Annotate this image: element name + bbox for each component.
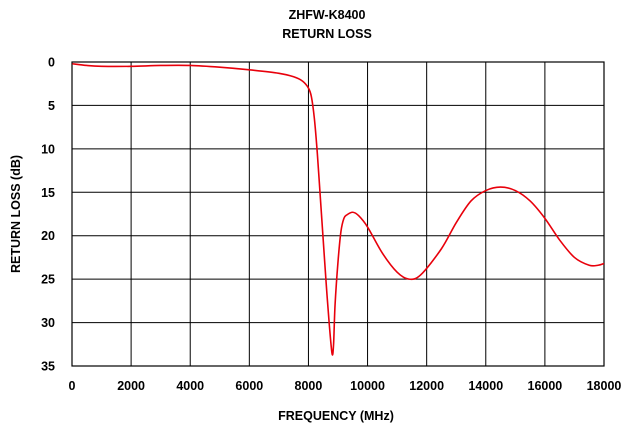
plot-area-frame bbox=[71, 61, 605, 367]
y-tick-label: 25 bbox=[41, 273, 55, 287]
x-tick-label: 0 bbox=[69, 379, 76, 393]
y-tick-label: 5 bbox=[48, 99, 55, 113]
x-tick-label: 4000 bbox=[176, 379, 204, 393]
chart-subtitle: RETURN LOSS bbox=[282, 27, 372, 41]
y-tick-label: 30 bbox=[41, 316, 55, 330]
grid-lines bbox=[71, 61, 605, 367]
y-tick-label: 15 bbox=[41, 186, 55, 200]
x-axis-ticks: 0 2000 4000 6000 8000 10000 12000 14000 16000 180… bbox=[69, 379, 622, 393]
return-loss-series-line bbox=[72, 62, 605, 356]
x-axis-label: FREQUENCY (MHz) bbox=[278, 409, 394, 423]
x-tick-label: 18000 bbox=[587, 379, 622, 393]
x-tick-label: 12000 bbox=[409, 379, 444, 393]
x-tick-label: 14000 bbox=[468, 379, 503, 393]
y-axis-ticks: 0 5 10 15 20 25 30 35 bbox=[41, 56, 55, 374]
series-layer bbox=[72, 62, 605, 356]
x-tick-label: 6000 bbox=[235, 379, 263, 393]
chart-title: ZHFW-K8400 bbox=[289, 8, 366, 22]
y-tick-label: 20 bbox=[41, 229, 55, 243]
x-tick-label: 8000 bbox=[295, 379, 323, 393]
y-tick-label: 0 bbox=[48, 56, 55, 70]
x-tick-label: 16000 bbox=[528, 379, 563, 393]
x-tick-label: 10000 bbox=[350, 379, 385, 393]
y-tick-label: 35 bbox=[41, 360, 55, 374]
y-tick-label: 10 bbox=[41, 142, 55, 156]
y-axis-label: RETURN LOSS (dB) bbox=[9, 155, 23, 273]
x-tick-label: 2000 bbox=[117, 379, 145, 393]
